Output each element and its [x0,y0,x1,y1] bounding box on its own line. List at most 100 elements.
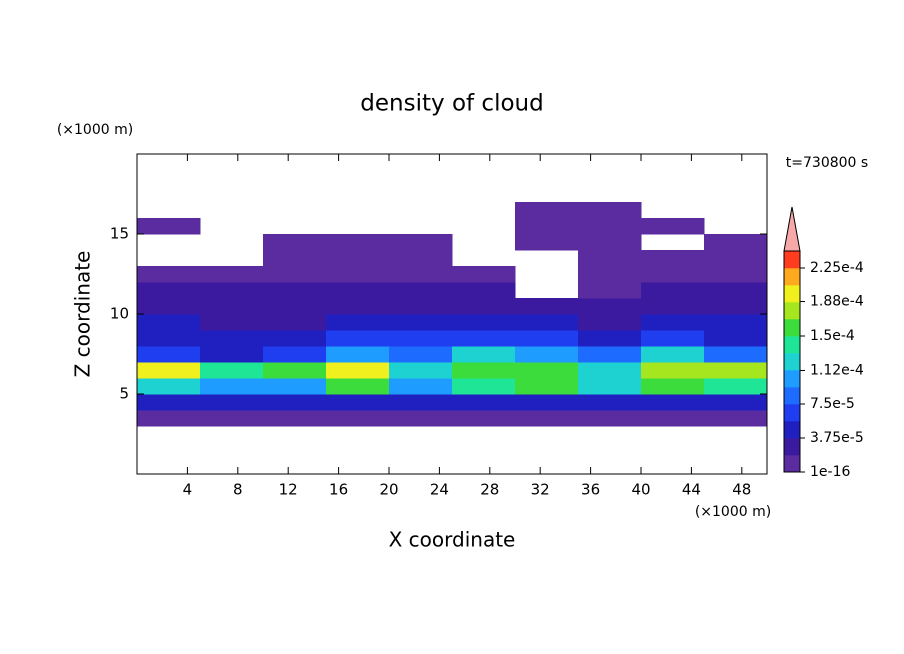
y-unit: (×1000 m) [57,122,133,138]
contour-cell [515,202,579,219]
colorbar-band [784,336,800,354]
contour-cell [704,394,768,411]
contour-cell [389,410,453,427]
contour-cell [641,218,705,235]
contour-cell [578,218,642,235]
contour-cell [326,330,390,347]
contour-cell [326,266,390,283]
contour-cell [641,362,705,379]
colorbar-extension [783,206,801,252]
contour-cell [704,346,768,363]
contour-cell [389,234,453,251]
contour-cell [704,378,768,395]
contour-cell [263,266,327,283]
contour-cell [200,394,264,411]
contour-cell [326,378,390,395]
contour-cell [137,394,201,411]
contour-cell [326,362,390,379]
contour-cell [641,282,705,299]
colorbar-band [784,455,800,473]
contour-cell [137,298,201,315]
contour-cell [641,346,705,363]
x-tick-label: 28 [480,481,499,499]
colorbar-tick-label: 1.5e-4 [810,328,855,344]
contour-cell [452,394,516,411]
contour-cell [326,250,390,267]
x-axis-label: X coordinate [389,528,516,552]
contour-cell [137,362,201,379]
contour-cell [389,250,453,267]
contour-cell [200,266,264,283]
contour-cell [326,234,390,251]
contour-cell [641,394,705,411]
contour-cell [515,314,579,331]
contour-cell [200,378,264,395]
contour-cell [137,314,201,331]
contour-cell [326,394,390,411]
contour-cell [515,298,579,315]
contour-cell [389,346,453,363]
contour-cell [515,234,579,251]
y-tick-label: 15 [110,225,129,243]
contour-cell [263,298,327,315]
x-tick-label: 48 [732,481,751,499]
y-tick-label: 5 [119,385,129,403]
contour-cell [263,410,327,427]
contour-cell [263,394,327,411]
contour-cell [704,266,768,283]
contour-cell [452,314,516,331]
contour-cell [641,298,705,315]
colorbar-tick-label: 2.25e-4 [810,260,864,276]
x-tick-label: 40 [631,481,650,499]
contour-cell [704,314,768,331]
contour-cell [704,282,768,299]
contour-cell [389,298,453,315]
contour-cell [641,410,705,427]
contour-cell [515,346,579,363]
contour-cell [200,298,264,315]
x-tick-label: 24 [430,481,449,499]
x-tick-label: 44 [682,481,701,499]
x-tick-label: 36 [581,481,600,499]
contour-cell [578,250,642,267]
contour-cell [263,314,327,331]
contour-cell [641,330,705,347]
contour-cell [137,282,201,299]
colorbar-frame [783,250,801,473]
contour-cell [515,378,579,395]
colorbar-tick-label: 1e-16 [810,464,850,480]
colorbar-band [784,438,800,456]
contour-cell [263,250,327,267]
contour-cell [200,362,264,379]
colorbar-tick-label: 1.12e-4 [810,362,864,378]
contour-cell [578,282,642,299]
contour-cell [452,266,516,283]
colorbar-band [784,319,800,337]
contour-cell [578,394,642,411]
contour-cell [200,330,264,347]
contour-cell [452,346,516,363]
contour-cell [389,266,453,283]
contour-cell [578,330,642,347]
contour-cell [137,346,201,363]
colorbar-band [784,370,800,388]
contour-cell [704,362,768,379]
contour-cell [137,410,201,427]
contour-cell [578,346,642,363]
contour-cell [578,202,642,219]
contour-cell [704,330,768,347]
contour-cell [263,330,327,347]
contour-cell [578,378,642,395]
colorbar-band [784,268,800,286]
contour-cell [515,218,579,235]
contour-cell [263,234,327,251]
contour-cell [326,298,390,315]
contour-cell [137,378,201,395]
x-tick-label: 32 [531,481,550,499]
colorbar-tick-label: 7.5e-5 [810,396,855,412]
contour-cell [452,298,516,315]
contour-cell [263,362,327,379]
contour-cell [137,330,201,347]
colorbar-band [784,302,800,320]
